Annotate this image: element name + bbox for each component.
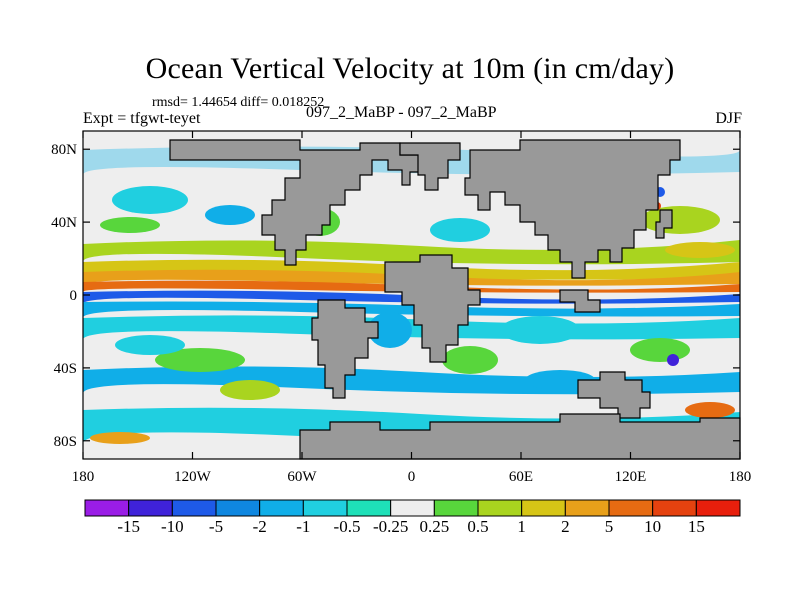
colorbar-label: 0.25 (419, 517, 449, 536)
colorbar-box (433, 499, 479, 517)
y-tick-label: 80S (54, 434, 77, 450)
colorbar-box (259, 499, 304, 517)
x-tick-label: 180 (729, 469, 752, 485)
colorbar-label: -5 (209, 517, 223, 536)
y-tick-label: 0 (70, 288, 78, 304)
colorbar-labels: -15 -10 -5 -2 -1 -0.5 -0.25 0.25 0.5 1 2 5 10 15 (117, 517, 705, 536)
colorbar-label: 5 (605, 517, 614, 536)
y-axis: 80N 40N 0 40S 80S (51, 142, 740, 450)
colorbar-box (302, 499, 348, 517)
colorbar-label: 1 (517, 517, 526, 536)
season-label: DJF (715, 110, 742, 127)
x-tick-label: 60E (509, 469, 533, 485)
colorbar-boxes (84, 499, 741, 517)
runs-label: 097_2_MaBP - 097_2_MaBP (306, 104, 497, 121)
colorbar-label: -10 (161, 517, 184, 536)
colorbar-label: 0.5 (467, 517, 488, 536)
colorbar-label: -0.25 (373, 517, 408, 536)
y-tick-label: 40S (54, 361, 77, 377)
y-tick-label: 40N (51, 215, 77, 231)
land-masses (169, 139, 741, 460)
x-tick-label: 180 (72, 469, 95, 485)
colorbar-box (608, 499, 654, 517)
colorbar-box (128, 499, 173, 517)
colorbar-label: -0.5 (334, 517, 361, 536)
colorbar-box (390, 499, 435, 517)
x-tick-label: 0 (408, 469, 416, 485)
colorbar-label: -1 (296, 517, 310, 536)
chart-title: Ocean Vertical Velocity at 10m (in cm/da… (145, 52, 675, 85)
colorbar-box (84, 499, 130, 517)
colorbar-box (695, 499, 741, 517)
colorbar-box (477, 499, 523, 517)
x-tick-label: 120W (174, 469, 212, 485)
colorbar-box (652, 499, 697, 517)
x-tick-label: 60W (287, 469, 317, 485)
colorbar-box (346, 499, 392, 517)
colorbar-box (521, 499, 566, 517)
y-tick-label: 80N (51, 142, 77, 158)
colorbar-box (215, 499, 261, 517)
x-tick-label: 120E (615, 469, 647, 485)
colorbar-label: 10 (644, 517, 661, 536)
colorbar-box (171, 499, 217, 517)
experiment-label: Expt = tfgwt-teyet (83, 110, 201, 127)
colorbar-label: 15 (688, 517, 705, 536)
rmsd-diff-stats: rmsd= 1.44654 diff= 0.018252 (152, 95, 325, 110)
colorbar-label: -2 (253, 517, 267, 536)
colorbar-label: 2 (561, 517, 570, 536)
colorbar-box (564, 499, 610, 517)
colorbar-label: -15 (117, 517, 140, 536)
x-axis: 180 120W 60W 0 60E 120E 180 (72, 131, 752, 485)
